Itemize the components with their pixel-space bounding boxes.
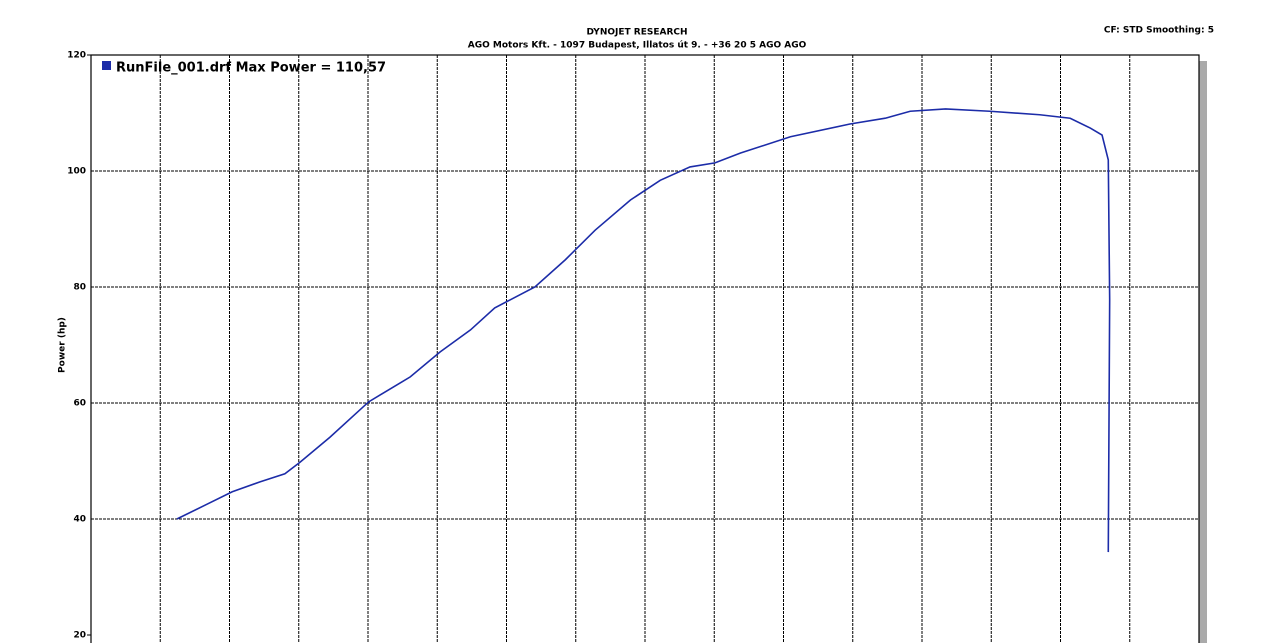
settings-note: CF: STD Smoothing: 5 [1104, 26, 1214, 36]
chart-subtitle: AGO Motors Kft. - 1097 Budapest, Illatos… [468, 41, 807, 51]
y-tick-label: 80 [73, 283, 86, 293]
y-tick-label: 100 [67, 167, 86, 177]
y-tick-label: 60 [73, 399, 86, 409]
y-axis-label: Power (hp) [58, 317, 68, 373]
frame-shadow [1199, 61, 1207, 643]
y-tick-label: 120 [67, 51, 86, 61]
y-tick-label: 40 [73, 515, 86, 525]
chart-title: DYNOJET RESEARCH [586, 28, 687, 38]
plot-area: 20 40 60 80 100 120 RunFile_001.drf Max Power … [67, 51, 1199, 643]
legend-swatch [102, 61, 111, 70]
legend-label: RunFile_001.drf Max Power = 110,57 [116, 61, 386, 76]
power-line [176, 108, 1111, 553]
y-tick-label: 20 [73, 631, 86, 641]
